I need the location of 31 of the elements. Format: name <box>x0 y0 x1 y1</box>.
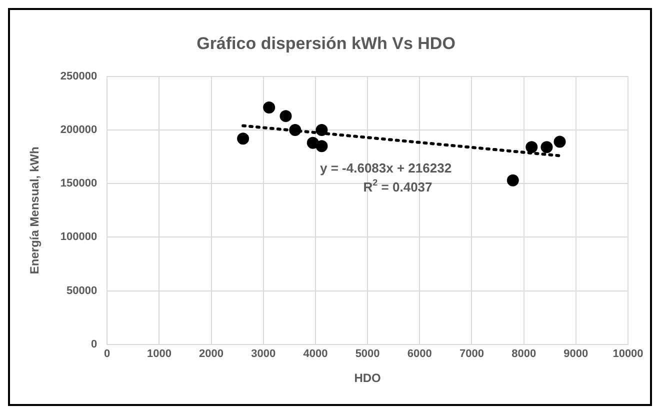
point <box>506 174 519 186</box>
x-tick-label: 5000 <box>355 348 380 360</box>
x-tick-label: 7000 <box>459 348 484 360</box>
y-axis-title: Energía Mensual, kWh <box>28 146 42 274</box>
x-tick-label: 1000 <box>146 348 172 360</box>
point <box>263 101 276 114</box>
y-tick-label: 150000 <box>60 178 98 190</box>
point <box>540 141 553 154</box>
x-tick-label: 4000 <box>303 348 328 360</box>
point <box>280 110 292 122</box>
y-tick-label: 0 <box>90 338 98 350</box>
x-tick-label: 2000 <box>199 348 224 360</box>
x-axis-title: HDO <box>354 371 381 386</box>
y-tick-label: 200000 <box>60 124 98 136</box>
x-tick-label: 8000 <box>512 348 536 360</box>
y-tick-label: 250000 <box>60 70 98 82</box>
x-tick-label: 0 <box>104 348 110 360</box>
x-tick-label: 9000 <box>564 348 588 360</box>
x-tick-label: 6000 <box>407 348 432 360</box>
y-tick-label: 50000 <box>66 284 98 297</box>
y-tick-label: 100000 <box>60 231 98 244</box>
x-tick-label: 3000 <box>251 348 276 360</box>
chart-title: Gráfico dispersión kWh Vs HDO <box>196 34 456 53</box>
point <box>554 136 566 148</box>
point <box>316 124 328 136</box>
point <box>316 140 328 152</box>
point <box>526 141 538 154</box>
point <box>237 132 250 145</box>
x-tick-label: 10000 <box>612 348 644 360</box>
annotation: y = -4.6083x + 216232 <box>320 160 452 176</box>
point <box>289 124 302 136</box>
